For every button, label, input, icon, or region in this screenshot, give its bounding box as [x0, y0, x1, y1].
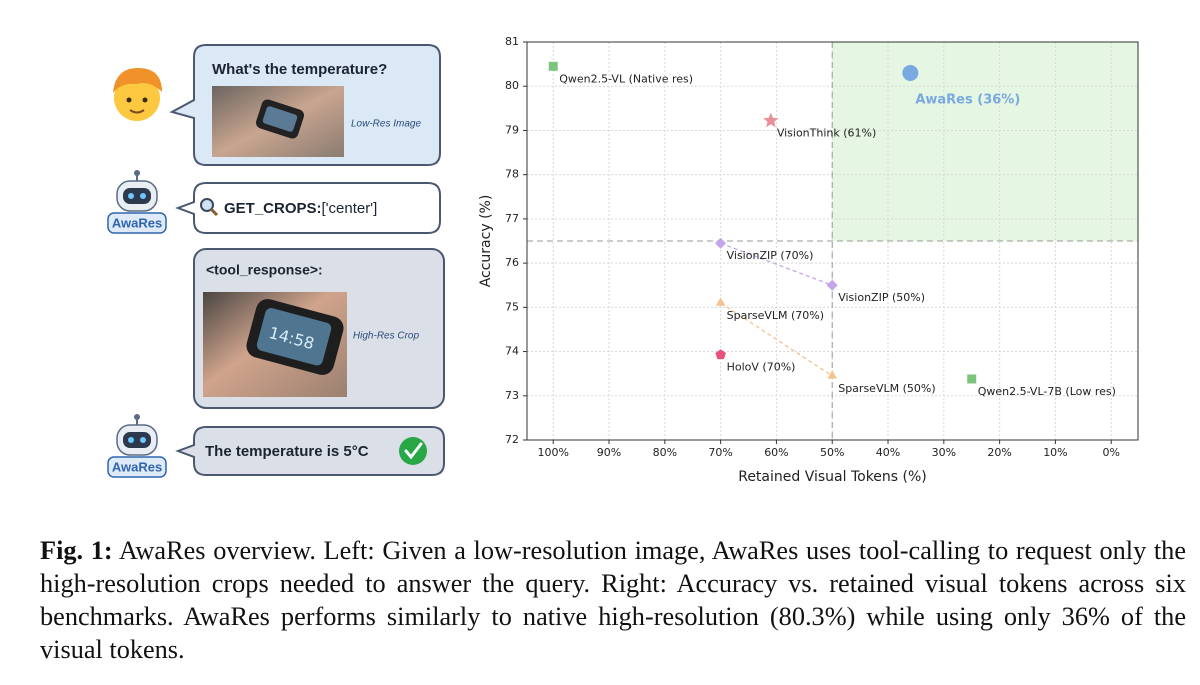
- x-tick-label: 80%: [653, 446, 677, 459]
- connector-line: [720, 302, 833, 377]
- x-tick-label: 90%: [597, 446, 621, 459]
- user-query: What's the temperature?: [212, 61, 387, 78]
- data-point: [715, 237, 727, 249]
- agent-label: AwaRes: [112, 215, 162, 230]
- tool-response: <tool_response>:: [206, 262, 323, 278]
- y-tick-label: 72: [505, 433, 519, 446]
- y-tick-label: 78: [505, 168, 519, 181]
- point-label: VisionZIP (50%): [838, 291, 925, 304]
- agent-avatar: AwaRes: [107, 414, 167, 478]
- y-axis-label: Accuracy (%): [478, 195, 494, 288]
- y-tick-label: 76: [505, 256, 519, 269]
- check-icon: [399, 437, 427, 465]
- tool-call-bubble: [175, 182, 441, 234]
- tool-call: GET_CROPS:['center']: [224, 200, 377, 217]
- point-label: VisionThink (61%): [777, 127, 876, 140]
- x-tick-label: 100%: [537, 446, 568, 459]
- search-icon: [200, 198, 219, 217]
- data-point: [715, 349, 726, 360]
- x-tick-label: 30%: [932, 446, 956, 459]
- agent-avatar: AwaRes: [107, 170, 167, 234]
- answer: The temperature is 5°C: [205, 443, 369, 460]
- data-point: [902, 64, 919, 81]
- image-caption: Low-Res Image: [351, 119, 421, 130]
- image-caption: High-Res Crop: [353, 331, 420, 342]
- x-tick-label: 50%: [820, 446, 844, 459]
- data-point: [826, 279, 838, 291]
- x-tick-label: 60%: [764, 446, 788, 459]
- figure: What's the temperature? Low-Res Image Aw…: [107, 35, 1139, 485]
- point-label: HoloV (70%): [727, 361, 796, 374]
- point-label: VisionZIP (70%): [727, 249, 814, 262]
- y-tick-label: 80: [505, 79, 519, 92]
- data-point: [715, 297, 726, 306]
- low-res-image: [212, 86, 344, 157]
- user-avatar: [113, 68, 162, 121]
- y-tick-label: 77: [505, 212, 519, 225]
- caption-text: AwaRes overview. Left: Given a low-resol…: [40, 536, 1186, 664]
- answer-bubble: [175, 426, 445, 476]
- data-point: [548, 61, 558, 71]
- point-label: Qwen2.5-VL (Native res): [559, 72, 693, 85]
- y-tick-label: 81: [505, 35, 519, 48]
- data-point: [763, 112, 779, 128]
- plot-frame: [526, 41, 1139, 441]
- y-tick-label: 74: [505, 345, 519, 358]
- point-label: SparseVLM (70%): [727, 309, 824, 322]
- point-label: SparseVLM (50%): [838, 382, 935, 395]
- x-tick-label: 0%: [1102, 446, 1119, 459]
- data-point: [967, 374, 977, 384]
- data-point: [827, 370, 837, 379]
- tool-args: ['center']: [322, 200, 378, 217]
- x-tick-label: 40%: [876, 446, 900, 459]
- y-tick-label: 73: [505, 389, 519, 402]
- tool-name: GET_CROPS:: [224, 200, 322, 217]
- y-tick-label: 75: [505, 300, 519, 313]
- highlight-region: [832, 42, 1138, 241]
- x-tick-label: 70%: [708, 446, 732, 459]
- x-axis-label: Retained Visual Tokens (%): [738, 469, 927, 485]
- scatter-chart: 72 73 74 75 76 77 78 79 80 81 100% 90% 80% 70% 60% 50% 4…: [478, 35, 1139, 485]
- x-tick-label: 10%: [1043, 446, 1067, 459]
- point-label: Qwen2.5-VL-7B (Low res): [978, 385, 1116, 398]
- high-res-image: 14:58: [203, 292, 347, 397]
- caption: Fig. 1: AwaRes overview. Left: Given a l…: [40, 534, 1186, 666]
- caption-label: Fig. 1:: [40, 536, 113, 565]
- connector-line: [720, 242, 833, 286]
- point-label: AwaRes (36%): [915, 92, 1020, 107]
- y-tick-label: 79: [505, 123, 519, 136]
- agent-label: AwaRes: [112, 459, 162, 474]
- x-tick-label: 20%: [987, 446, 1011, 459]
